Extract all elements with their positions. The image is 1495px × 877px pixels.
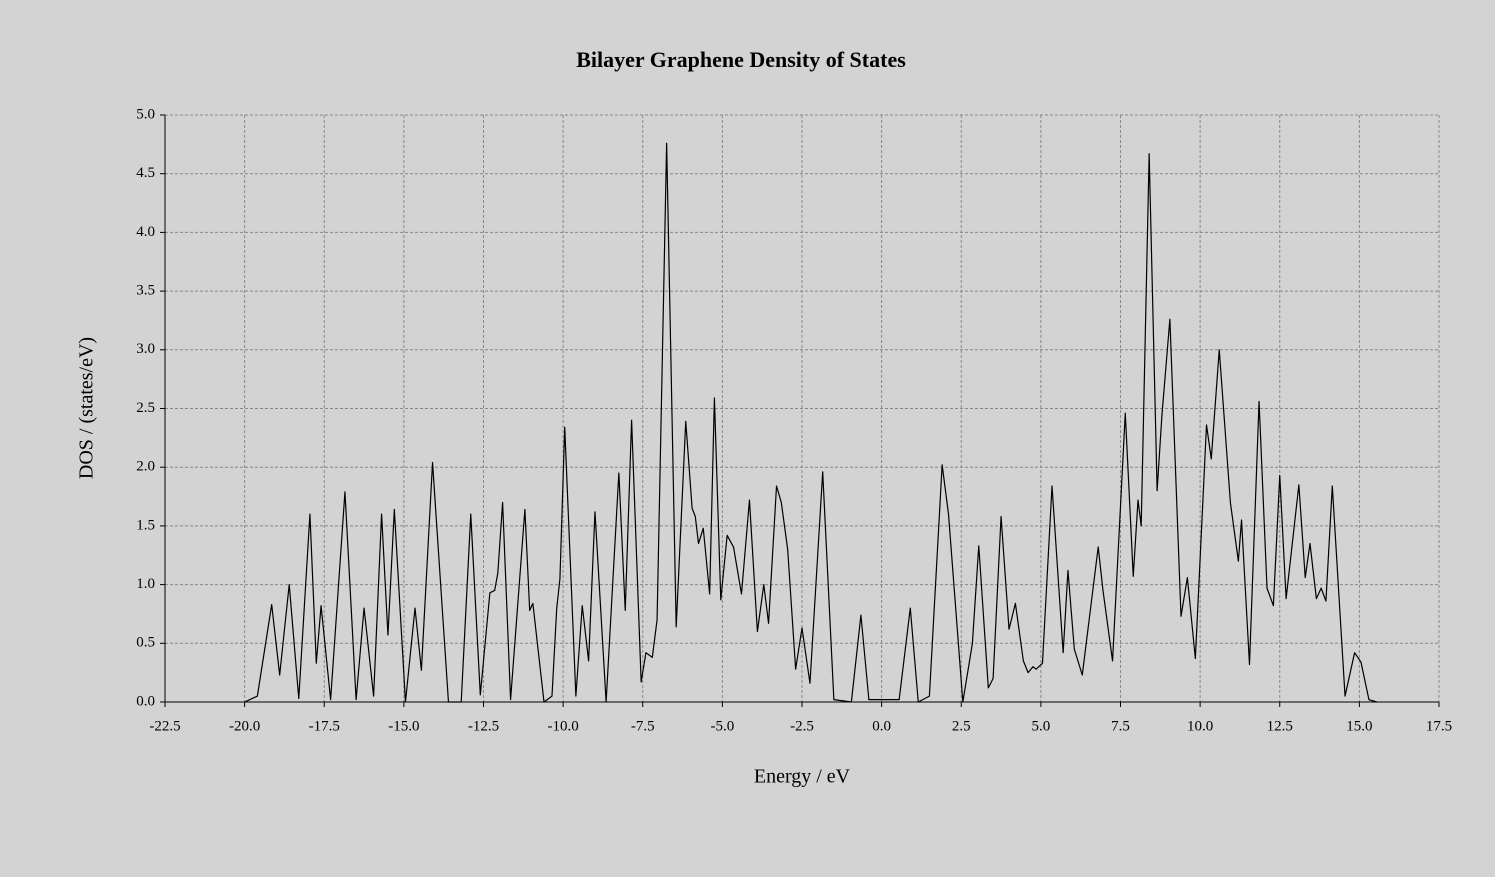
x-tick-label: -17.5 [309,718,340,734]
dos-line [244,142,1378,703]
x-tick-label: -2.5 [790,718,814,734]
y-tick-label: 2.0 [136,459,155,475]
x-tick-label: 12.5 [1267,718,1293,734]
y-tick-label: 5.0 [136,106,155,122]
x-tick-label: 0.0 [872,718,891,734]
x-tick-label: 5.0 [1032,718,1051,734]
x-axis-label: Energy / eV [754,766,851,788]
x-tick-label: -7.5 [631,718,655,734]
y-tick-label: 0.5 [136,635,155,651]
chart-title: Bilayer Graphene Density of States [576,47,906,72]
y-tick-label: 3.0 [136,341,155,357]
y-axis-label: DOS / (states/eV) [76,337,98,479]
y-tick-label: 2.5 [136,400,155,416]
x-tick-label: -20.0 [229,718,260,734]
x-tick-label: -10.0 [548,718,579,734]
y-tick-label: 3.5 [136,283,155,299]
x-tick-label: 10.0 [1187,718,1213,734]
x-tick-label: 17.5 [1426,718,1452,734]
y-tick-label: 0.0 [136,693,155,709]
y-tick-label: 4.0 [136,224,155,240]
y-tick-label: 4.5 [136,165,155,181]
x-tick-label: -12.5 [468,718,499,734]
x-tick-label: -22.5 [149,718,180,734]
x-tick-label: 7.5 [1111,718,1130,734]
y-tick-label: 1.0 [136,576,155,592]
x-tick-label: -15.0 [388,718,419,734]
x-tick-label: -5.0 [711,718,735,734]
x-tick-label: 2.5 [952,718,971,734]
y-tick-label: 1.5 [136,517,155,533]
x-tick-label: 15.0 [1346,718,1372,734]
